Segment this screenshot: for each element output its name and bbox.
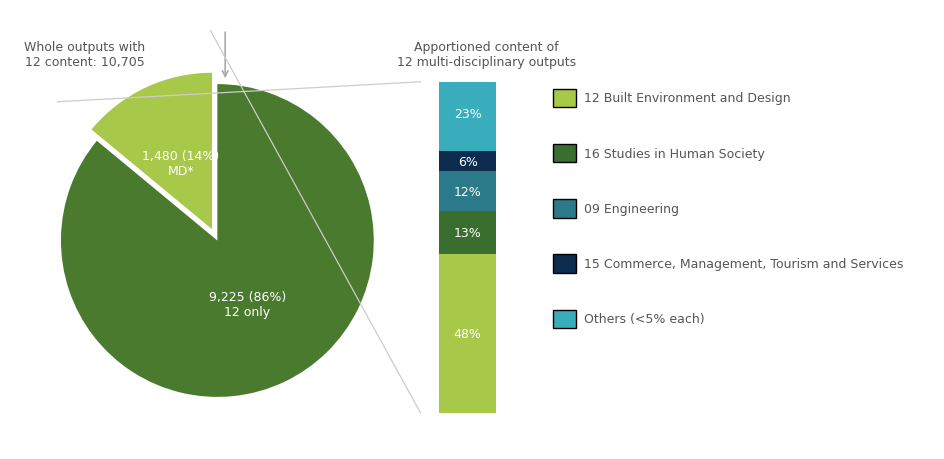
Text: 9,225 (86%)
12 only: 9,225 (86%) 12 only [209,291,286,319]
Text: 6%: 6% [457,156,478,168]
Text: 09 Engineering: 09 Engineering [583,202,679,215]
Text: 13%: 13% [453,226,481,240]
Text: 1,480 (14%)
MD*: 1,480 (14%) MD* [142,149,219,177]
Text: Apportioned content of
12 multi-disciplinary outputs: Apportioned content of 12 multi-discipli… [396,41,576,69]
Text: 23%: 23% [453,107,481,121]
Bar [439,76,496,152]
Text: Whole outputs with
12 content: 10,705: Whole outputs with 12 content: 10,705 [25,41,145,69]
Bar [439,152,496,172]
Text: 15 Commerce, Management, Tourism and Services: 15 Commerce, Management, Tourism and Ser… [583,257,902,270]
Text: Others (<5% each): Others (<5% each) [583,313,704,325]
Bar [439,212,496,254]
Text: 48%: 48% [453,327,481,340]
Text: 12%: 12% [453,185,481,198]
Bar [439,254,496,413]
Wedge shape [60,85,374,397]
Wedge shape [92,73,211,229]
Text: 16 Studies in Human Society: 16 Studies in Human Society [583,147,764,160]
Bar [439,172,496,212]
Text: 12 Built Environment and Design: 12 Built Environment and Design [583,92,790,105]
